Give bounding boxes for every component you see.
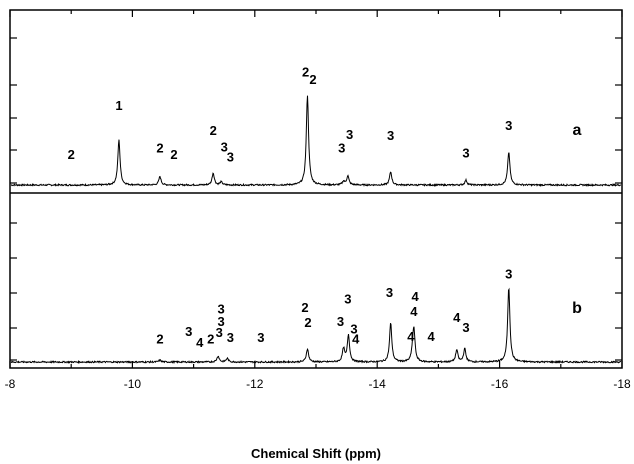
peak-label: 3 (462, 320, 469, 335)
peak-label: 2 (304, 315, 311, 330)
x-tick-label: -16 (491, 377, 509, 391)
x-tick-labels: -8 -10 -12 -14 -16 -18 (5, 377, 631, 391)
panel-label-b: b (572, 300, 582, 317)
plot-frame (9, 9, 623, 369)
peak-label: 3 (227, 149, 234, 164)
peak-label: 2 (302, 64, 309, 79)
peak-label: 3 (227, 330, 234, 345)
x-tick-label: -14 (369, 377, 387, 391)
peak-label: 2 (170, 147, 177, 162)
panel-label-a: a (573, 122, 582, 139)
peak-label: 3 (346, 127, 353, 142)
peak-label: 3 (338, 141, 345, 156)
peak-label: 2 (68, 147, 75, 162)
x-tick-label: -10 (124, 377, 142, 391)
x-tick-label: -18 (613, 377, 631, 391)
peak-label: 4 (410, 304, 418, 319)
peak-label: 2 (301, 300, 308, 315)
peak-label: 3 (462, 146, 469, 161)
peak-label: 3 (505, 118, 512, 133)
peak-label: 4 (427, 329, 435, 344)
spectrum-trace-b (10, 287, 622, 365)
x-axis-title: Chemical Shift (ppm) (251, 446, 381, 461)
peak-label: 4 (196, 335, 204, 350)
x-tick-label: -8 (5, 377, 16, 391)
peak-label: 3 (350, 321, 357, 336)
peak-label: 2 (309, 72, 316, 87)
peak-label: 3 (505, 266, 512, 281)
peak-label: 3 (257, 330, 264, 345)
peak-label: 1 (115, 98, 122, 113)
peak-label: 3 (386, 285, 393, 300)
peak-label: 2 (210, 123, 217, 138)
peak-label: 3 (344, 291, 351, 306)
peak-label: 2 (156, 331, 163, 346)
peak-label: 3 (218, 301, 225, 316)
peak-label: 3 (216, 325, 223, 340)
peak-label: 2 (156, 141, 163, 156)
panel-labels: ab (572, 122, 582, 317)
x-tick-label: -12 (246, 377, 264, 391)
peak-label: 2 (207, 331, 214, 346)
peak-label: 3 (185, 324, 192, 339)
spectrum-trace-a (10, 95, 622, 187)
peak-label: 3 (387, 128, 394, 143)
peak-label: 4 (407, 329, 415, 344)
peak-label: 4 (352, 331, 360, 346)
peak-label: 3 (218, 314, 225, 329)
peak-label: 3 (337, 314, 344, 329)
spectrum-traces (10, 95, 622, 365)
axis-ticks (9, 10, 623, 368)
peak-label: 4 (412, 289, 420, 304)
peak-label: 3 (221, 139, 228, 154)
peak-label: 4 (453, 310, 461, 325)
